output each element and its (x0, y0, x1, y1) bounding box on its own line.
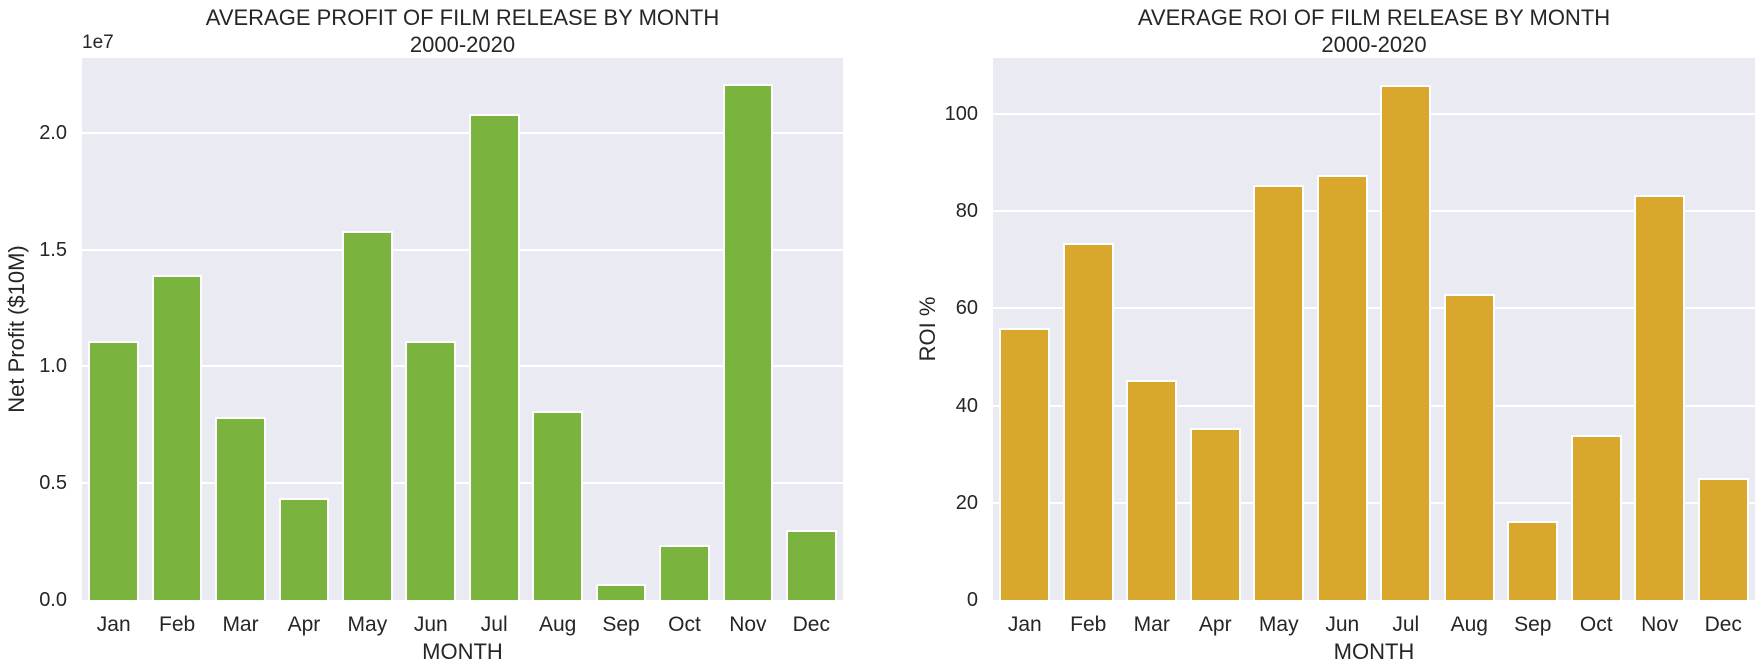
bar-may (1253, 184, 1305, 600)
bar-oct (659, 545, 710, 600)
chart-title-line1: AVERAGE ROI OF FILM RELEASE BY MONTH (1137, 5, 1611, 30)
plot-area (82, 58, 843, 600)
x-tick-label: Sep (602, 613, 640, 636)
y-axis-offset-label: 1e7 (82, 32, 114, 53)
plot-area (993, 58, 1755, 600)
bar-jul (1380, 84, 1432, 600)
gridline (82, 365, 843, 368)
x-axis-label: MONTH (1333, 639, 1415, 664)
x-tick-label: Feb (1070, 613, 1107, 636)
bar-aug (532, 410, 583, 600)
y-tick-label: 1.0 (39, 355, 67, 378)
bar-feb (151, 275, 203, 600)
bar-may (342, 230, 393, 600)
chart-title-line2: 2000-2020 (409, 32, 516, 57)
bar-apr (1189, 427, 1241, 600)
bar-aug (1443, 293, 1495, 600)
x-tick-label: May (347, 613, 388, 636)
chart-title-line1: AVERAGE PROFIT OF FILM RELEASE BY MONTH (205, 5, 720, 30)
bar-jun (1316, 175, 1368, 600)
bar-jul (468, 114, 520, 600)
x-tick-label: Mar (222, 613, 259, 636)
gridline (993, 112, 1755, 115)
x-tick-label: Aug (538, 613, 577, 636)
y-tick-label: 20 (955, 491, 978, 514)
bar-oct (1570, 434, 1622, 600)
gridline (993, 210, 1755, 213)
gridline (993, 501, 1755, 504)
y-tick-label: 40 (955, 394, 978, 417)
x-tick-label: Oct (1579, 613, 1613, 636)
bar-jan (999, 327, 1051, 600)
bar-nov (722, 83, 774, 600)
y-tick-label: 60 (955, 297, 978, 320)
y-tick-label: 1.5 (39, 238, 67, 261)
y-tick-label: 0.0 (39, 589, 67, 611)
x-tick-label: Mar (1133, 613, 1170, 636)
bar-dec (1697, 478, 1749, 600)
x-tick-label: Apr (287, 613, 321, 636)
x-tick-label: Aug (1450, 613, 1488, 636)
bar-apr (278, 498, 330, 600)
x-tick-label: Jul (1392, 613, 1420, 636)
x-tick-label: Feb (159, 613, 196, 636)
y-tick-label: 0.5 (39, 472, 67, 495)
x-tick-label: Dec (792, 613, 830, 636)
gridline (82, 131, 843, 134)
x-tick-label: Jan (96, 613, 131, 636)
x-tick-label: Dec (1704, 613, 1742, 636)
x-tick-label: Oct (668, 613, 701, 636)
y-tick-label: 80 (955, 200, 978, 223)
x-axis-label: MONTH (422, 639, 503, 664)
bar-sep (1507, 520, 1559, 600)
bar-dec (785, 529, 837, 600)
x-tick-label: May (1258, 613, 1299, 636)
x-tick-label: Jul (480, 613, 508, 636)
bar-feb (1062, 242, 1114, 600)
bar-jun (405, 340, 457, 600)
x-tick-label: Nov (729, 613, 767, 636)
x-tick-label: Sep (1514, 613, 1552, 636)
x-tick-label: Nov (1641, 613, 1679, 636)
bar-nov (1634, 195, 1686, 600)
y-tick-label: 2.0 (39, 121, 67, 144)
gridline (82, 482, 843, 485)
y-axis-label: Net Profit ($10M) (4, 245, 29, 413)
bar-mar (1126, 379, 1178, 600)
bar-sep (595, 583, 647, 600)
gridline (993, 307, 1755, 310)
x-tick-label: Jan (1007, 613, 1042, 636)
y-axis-label: ROI % (915, 296, 940, 362)
bar-mar (215, 416, 266, 600)
bar-jan (88, 340, 140, 600)
y-tick-label: 100 (944, 102, 978, 125)
chart-title-line2: 2000-2020 (1321, 32, 1427, 57)
x-tick-label: Jun (1325, 613, 1360, 636)
x-tick-label: Apr (1198, 613, 1232, 636)
chart-title: AVERAGE ROI OF FILM RELEASE BY MONTH 2000… (993, 4, 1755, 58)
gridline (993, 404, 1755, 407)
chart-title: AVERAGE PROFIT OF FILM RELEASE BY MONTH 2… (82, 4, 843, 58)
gridline (82, 248, 843, 251)
x-tick-label: Jun (413, 613, 448, 636)
y-tick-label: 0 (966, 589, 978, 611)
